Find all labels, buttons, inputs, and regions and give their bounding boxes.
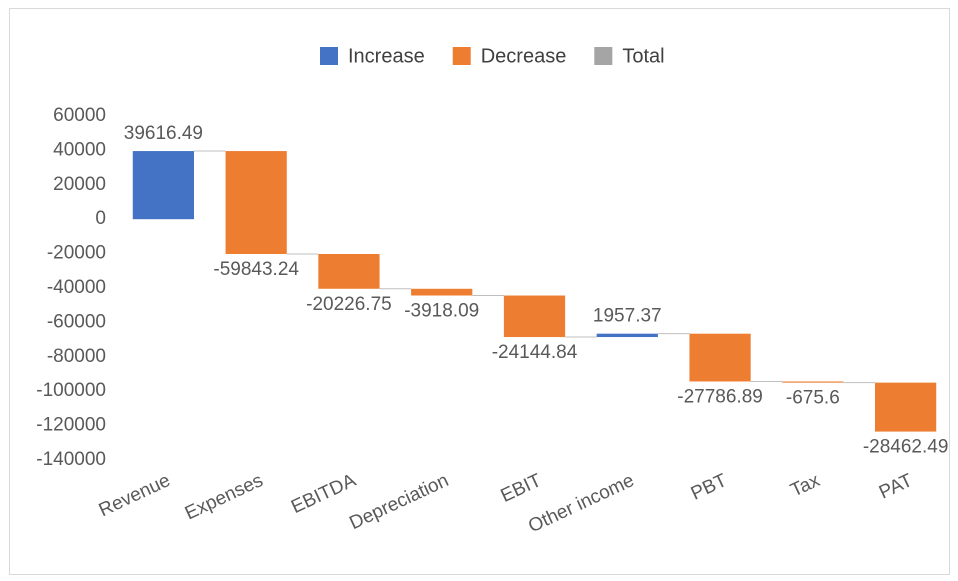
y-tick-label: -120000 — [36, 415, 106, 436]
legend-swatch — [594, 47, 613, 65]
y-tick-label: -40000 — [47, 277, 106, 298]
y-tick-label: 60000 — [53, 105, 106, 126]
value-label: -675.6 — [786, 388, 840, 409]
value-label: -24144.84 — [492, 342, 578, 363]
bar — [411, 288, 473, 296]
legend-label: Increase — [348, 45, 425, 67]
bar — [782, 381, 844, 383]
y-tick-label: 0 — [95, 208, 106, 229]
legend-swatch — [452, 47, 471, 65]
value-label: 1957.37 — [593, 306, 662, 327]
bar — [132, 151, 195, 220]
bar — [225, 151, 287, 254]
bar — [503, 295, 566, 338]
value-label: -27786.89 — [677, 386, 763, 407]
bar — [689, 333, 751, 382]
y-tick-label: -100000 — [36, 380, 106, 401]
legend-label: Decrease — [481, 45, 567, 67]
y-tick-label: -80000 — [47, 346, 106, 367]
y-tick-label: -60000 — [47, 311, 106, 332]
value-label: -3918.09 — [404, 301, 479, 322]
y-tick-label: 40000 — [53, 139, 106, 160]
value-label: -59843.24 — [213, 259, 299, 280]
legend-label: Total — [622, 45, 664, 67]
legend-swatch — [320, 47, 338, 65]
chart-border — [9, 8, 950, 575]
value-label: -28462.49 — [863, 437, 949, 458]
y-tick-label: 20000 — [53, 174, 106, 195]
bar — [874, 382, 937, 432]
bar — [318, 253, 380, 289]
bar — [596, 333, 658, 338]
y-tick-label: -20000 — [47, 243, 106, 264]
value-label: 39616.49 — [124, 123, 203, 144]
y-tick-label: -140000 — [36, 449, 106, 470]
value-label: -20226.75 — [306, 294, 392, 315]
